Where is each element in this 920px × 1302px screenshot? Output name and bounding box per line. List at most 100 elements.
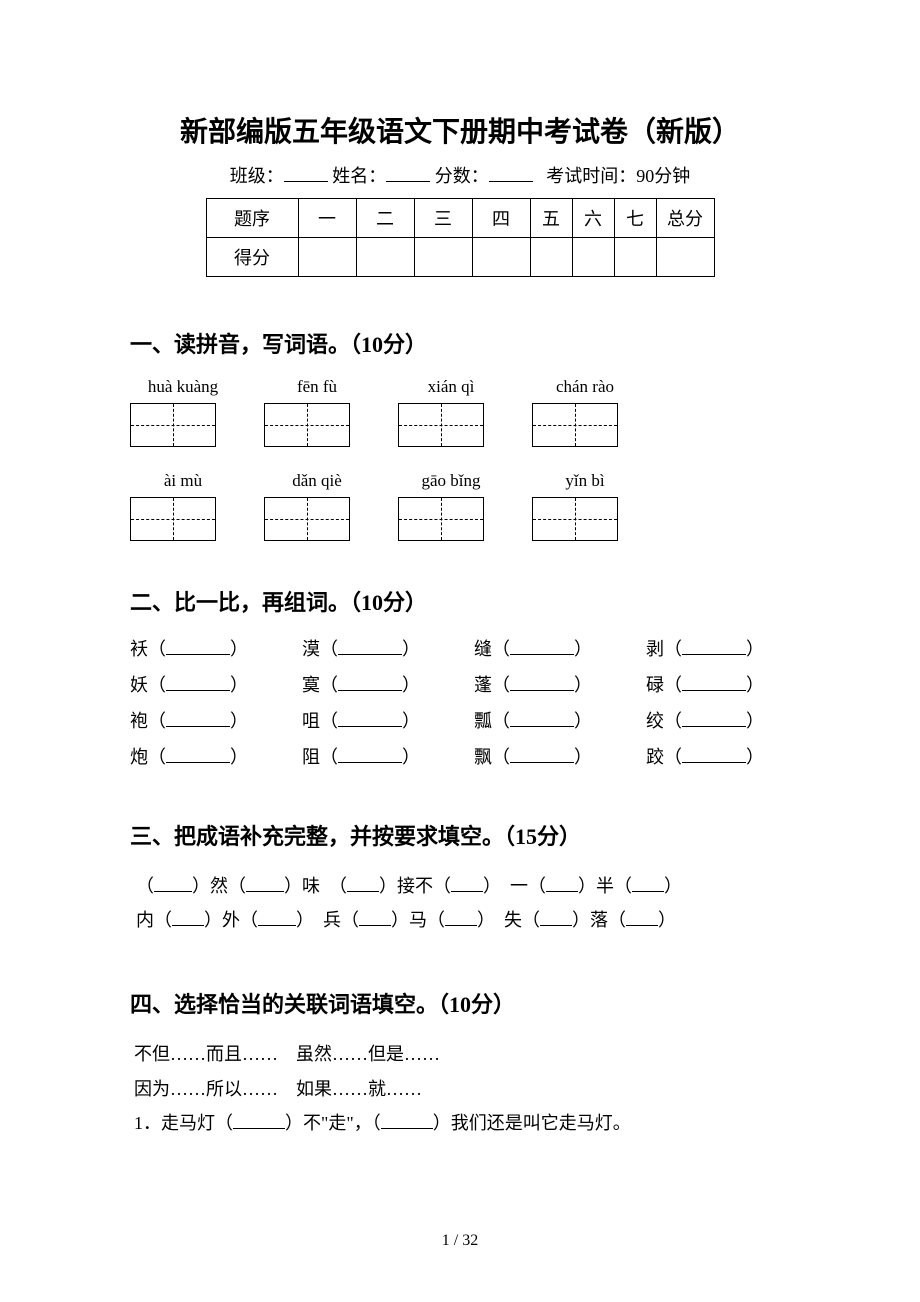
score-cell[interactable] — [356, 238, 414, 277]
s3-blank[interactable] — [632, 876, 664, 892]
s3-blank[interactable] — [626, 910, 658, 926]
s2-blank[interactable] — [682, 747, 746, 763]
s2-blank[interactable] — [510, 675, 574, 691]
name-blank[interactable] — [386, 164, 430, 182]
s2-char: 漠 — [302, 635, 320, 661]
score-col-3: 三 — [414, 199, 472, 238]
score-col-5: 五 — [530, 199, 572, 238]
s2-blank[interactable] — [338, 711, 402, 727]
section1-heading: 一、读拼音，写词语。（10分） — [130, 327, 790, 359]
s3-blank[interactable] — [172, 910, 204, 926]
s2-blank[interactable] — [682, 675, 746, 691]
s3-blank[interactable] — [540, 910, 572, 926]
pinyin-label: ài mù — [140, 471, 226, 491]
s3-blank[interactable] — [359, 910, 391, 926]
section2-grid: 袄（） 漠（） 缝（） 剥（） 妖（） 寞（） 蓬（） 碌（） 袍（） 咀（） … — [130, 635, 790, 769]
s2-char: 炮 — [130, 743, 148, 769]
s3-blank[interactable] — [347, 876, 379, 892]
score-cell[interactable] — [530, 238, 572, 277]
s2-char: 阻 — [302, 743, 320, 769]
char-box[interactable] — [264, 497, 350, 541]
s4-blank[interactable] — [381, 1113, 433, 1129]
s2-blank[interactable] — [510, 711, 574, 727]
score-row1-label: 题序 — [206, 199, 298, 238]
s2-char: 剥 — [646, 635, 664, 661]
s3-text: ） 失（ — [477, 910, 540, 930]
char-box[interactable] — [130, 403, 216, 447]
s4-blank[interactable] — [233, 1113, 285, 1129]
score-cell[interactable] — [572, 238, 614, 277]
score-col-6: 六 — [572, 199, 614, 238]
char-box[interactable] — [532, 497, 618, 541]
s2-char: 袄 — [130, 635, 148, 661]
s2-blank[interactable] — [510, 747, 574, 763]
pinyin-label: xián qì — [408, 377, 494, 397]
s2-char: 碌 — [646, 671, 664, 697]
s2-blank[interactable] — [166, 675, 230, 691]
score-cell[interactable] — [414, 238, 472, 277]
s2-blank[interactable] — [682, 711, 746, 727]
s2-blank[interactable] — [166, 711, 230, 727]
pinyin-label: yǐn bì — [542, 471, 628, 491]
s3-blank[interactable] — [246, 876, 284, 892]
s2-blank[interactable] — [166, 747, 230, 763]
s3-blank[interactable] — [546, 876, 578, 892]
score-cell[interactable] — [472, 238, 530, 277]
pinyin-label: gāo bǐng — [408, 471, 494, 491]
name-label: 姓名： — [332, 166, 386, 186]
char-box[interactable] — [130, 497, 216, 541]
s3-line-1: （）然（）味 （）接不（） 一（）半（） — [136, 869, 790, 903]
s3-line-2: 内（）外（） 兵（）马（） 失（）落（） — [136, 903, 790, 937]
s2-blank[interactable] — [338, 675, 402, 691]
page-title: 新部编版五年级语文下册期中考试卷（新版） — [130, 110, 790, 150]
s3-text: ） 兵（ — [296, 910, 359, 930]
pinyin-row-1: huà kuàng fēn fù xián qì chán rào — [130, 377, 790, 397]
s3-blank[interactable] — [154, 876, 192, 892]
score-col-8: 总分 — [656, 199, 714, 238]
s2-char: 蓬 — [474, 671, 492, 697]
score-col-2: 二 — [356, 199, 414, 238]
s4-text: ）不"走"，（ — [285, 1113, 381, 1133]
s3-blank[interactable] — [445, 910, 477, 926]
score-col-1: 一 — [298, 199, 356, 238]
class-label: 班级： — [230, 166, 284, 186]
score-col-7: 七 — [614, 199, 656, 238]
score-cell[interactable] — [656, 238, 714, 277]
char-box[interactable] — [398, 497, 484, 541]
s4-q1: 1．走马灯（ ）不"走"，（ ）我们还是叫它走马灯。 — [134, 1106, 790, 1140]
char-box[interactable] — [264, 403, 350, 447]
s3-text: ）味 （ — [284, 876, 347, 896]
class-blank[interactable] — [284, 164, 328, 182]
s3-text: ）接不（ — [379, 876, 451, 896]
s2-blank[interactable] — [338, 639, 402, 655]
char-box[interactable] — [532, 403, 618, 447]
s3-text: ）马（ — [391, 910, 445, 930]
s2-blank[interactable] — [510, 639, 574, 655]
s3-blank[interactable] — [258, 910, 296, 926]
s3-text: （ — [136, 876, 154, 896]
score-cell[interactable] — [298, 238, 356, 277]
s2-blank[interactable] — [682, 639, 746, 655]
s4-text: 1．走马灯（ — [134, 1113, 233, 1133]
s2-blank[interactable] — [166, 639, 230, 655]
page-footer: 1 / 32 — [0, 1232, 920, 1250]
section3-body: （）然（）味 （）接不（） 一（）半（） 内（）外（） 兵（）马（） 失（）落（… — [130, 869, 790, 937]
score-blank[interactable] — [489, 164, 533, 182]
duration-label: 考试时间：90分钟 — [546, 166, 690, 186]
s3-text: ） — [658, 910, 676, 930]
pinyin-label: chán rào — [542, 377, 628, 397]
s3-blank[interactable] — [451, 876, 483, 892]
boxes-row-1 — [130, 403, 790, 447]
s2-char: 跤 — [646, 743, 664, 769]
s2-char: 咀 — [302, 707, 320, 733]
s3-text: ）然（ — [192, 876, 246, 896]
s2-blank[interactable] — [338, 747, 402, 763]
s2-char: 妖 — [130, 671, 148, 697]
char-box[interactable] — [398, 403, 484, 447]
meta-line: 班级： 姓名： 分数： 考试时间：90分钟 — [130, 162, 790, 188]
score-cell[interactable] — [614, 238, 656, 277]
pinyin-label: fēn fù — [274, 377, 360, 397]
s4-text: ）我们还是叫它走马灯。 — [433, 1113, 631, 1133]
score-table: 题序 一 二 三 四 五 六 七 总分 得分 — [206, 198, 715, 277]
s3-text: 内（ — [136, 910, 172, 930]
